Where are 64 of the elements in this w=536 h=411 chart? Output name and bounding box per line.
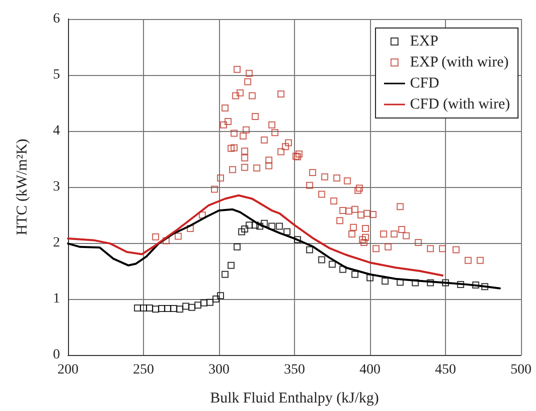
point — [412, 279, 419, 286]
y-tick-label: 5 — [53, 68, 60, 82]
point — [200, 299, 208, 306]
point — [140, 304, 147, 312]
point — [268, 222, 276, 230]
y-tick-label: 4 — [53, 124, 60, 138]
point — [182, 302, 190, 310]
point — [294, 236, 302, 244]
point — [481, 283, 488, 290]
point — [158, 305, 166, 312]
point — [328, 260, 336, 268]
point — [234, 243, 241, 250]
x-tick-label: 450 — [435, 362, 456, 378]
point — [134, 304, 141, 312]
legend-label: CFD — [410, 76, 440, 92]
point — [256, 222, 264, 230]
point — [206, 298, 214, 306]
y-axis-title: HTC (kW/m²K) — [14, 138, 30, 236]
point — [217, 292, 224, 300]
x-axis-title: Bulk Fluid Enthalpy (kJ/kg) — [210, 390, 379, 406]
point — [426, 279, 434, 286]
point — [339, 266, 346, 273]
point — [194, 302, 202, 309]
y-tick-label: 1 — [53, 292, 60, 306]
point — [228, 262, 235, 269]
x-tick-label: 200 — [58, 362, 78, 378]
legend-label: EXP (with wire) — [410, 54, 509, 70]
x-tick-label: 250 — [133, 362, 154, 378]
point — [246, 222, 253, 229]
point — [152, 306, 160, 313]
legend-label: CFD (with wire) — [410, 96, 510, 112]
point — [222, 270, 229, 278]
point — [146, 304, 154, 312]
point — [252, 222, 259, 229]
point — [318, 256, 326, 264]
point — [472, 282, 480, 288]
point — [366, 274, 374, 282]
y-tick-label: 3 — [53, 180, 60, 194]
x-tick-label: 500 — [510, 362, 532, 378]
point — [457, 280, 464, 288]
point — [382, 278, 389, 285]
x-tick-label: 400 — [360, 362, 380, 378]
point — [164, 305, 172, 312]
point — [351, 270, 358, 278]
point — [238, 228, 246, 236]
point — [396, 278, 404, 286]
point — [188, 304, 196, 311]
point — [241, 226, 248, 232]
point — [176, 306, 184, 313]
point — [306, 246, 314, 254]
line-series — [67, 208, 501, 290]
point — [212, 296, 220, 302]
y-tick-label: 2 — [53, 236, 60, 250]
point — [442, 279, 449, 286]
point — [170, 305, 178, 312]
point — [260, 220, 268, 227]
y-tick-label: 0 — [53, 348, 60, 362]
point — [283, 228, 290, 236]
y-tick-label: 6 — [53, 12, 60, 26]
line-series — [67, 194, 444, 276]
legend-label: EXP — [410, 34, 438, 50]
point — [276, 222, 283, 230]
x-tick-label: 350 — [284, 362, 305, 378]
x-tick-label: 300 — [208, 362, 230, 378]
